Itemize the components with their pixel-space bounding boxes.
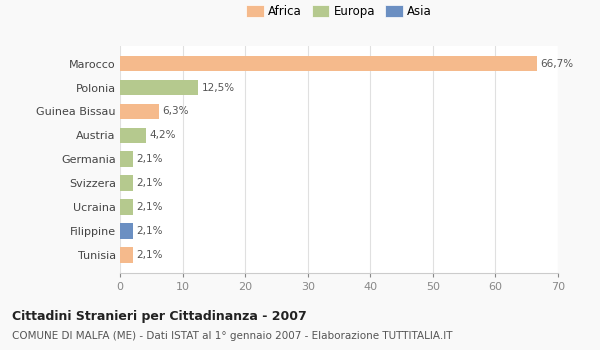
Bar (120, 56, 538, 71)
Text: 12,5%: 12,5% (202, 83, 235, 92)
Bar (120, 104, 160, 119)
Text: 4,2%: 4,2% (149, 130, 176, 140)
Bar (120, 127, 146, 143)
Text: 2,1%: 2,1% (136, 202, 163, 212)
Bar (120, 175, 133, 191)
Bar (120, 199, 133, 215)
Text: 2,1%: 2,1% (136, 178, 163, 188)
Bar (120, 223, 133, 239)
Text: 2,1%: 2,1% (136, 226, 163, 236)
Bar (120, 152, 133, 167)
Bar (120, 247, 133, 262)
Text: 2,1%: 2,1% (136, 154, 163, 164)
Bar (120, 80, 198, 95)
Text: Cittadini Stranieri per Cittadinanza - 2007: Cittadini Stranieri per Cittadinanza - 2… (12, 310, 307, 323)
Text: 2,1%: 2,1% (136, 250, 163, 260)
Text: 66,7%: 66,7% (541, 58, 574, 69)
Legend: Africa, Europa, Asia: Africa, Europa, Asia (242, 1, 436, 21)
Text: 6,3%: 6,3% (163, 106, 189, 117)
Text: COMUNE DI MALFA (ME) - Dati ISTAT al 1° gennaio 2007 - Elaborazione TUTTITALIA.I: COMUNE DI MALFA (ME) - Dati ISTAT al 1° … (12, 331, 452, 341)
